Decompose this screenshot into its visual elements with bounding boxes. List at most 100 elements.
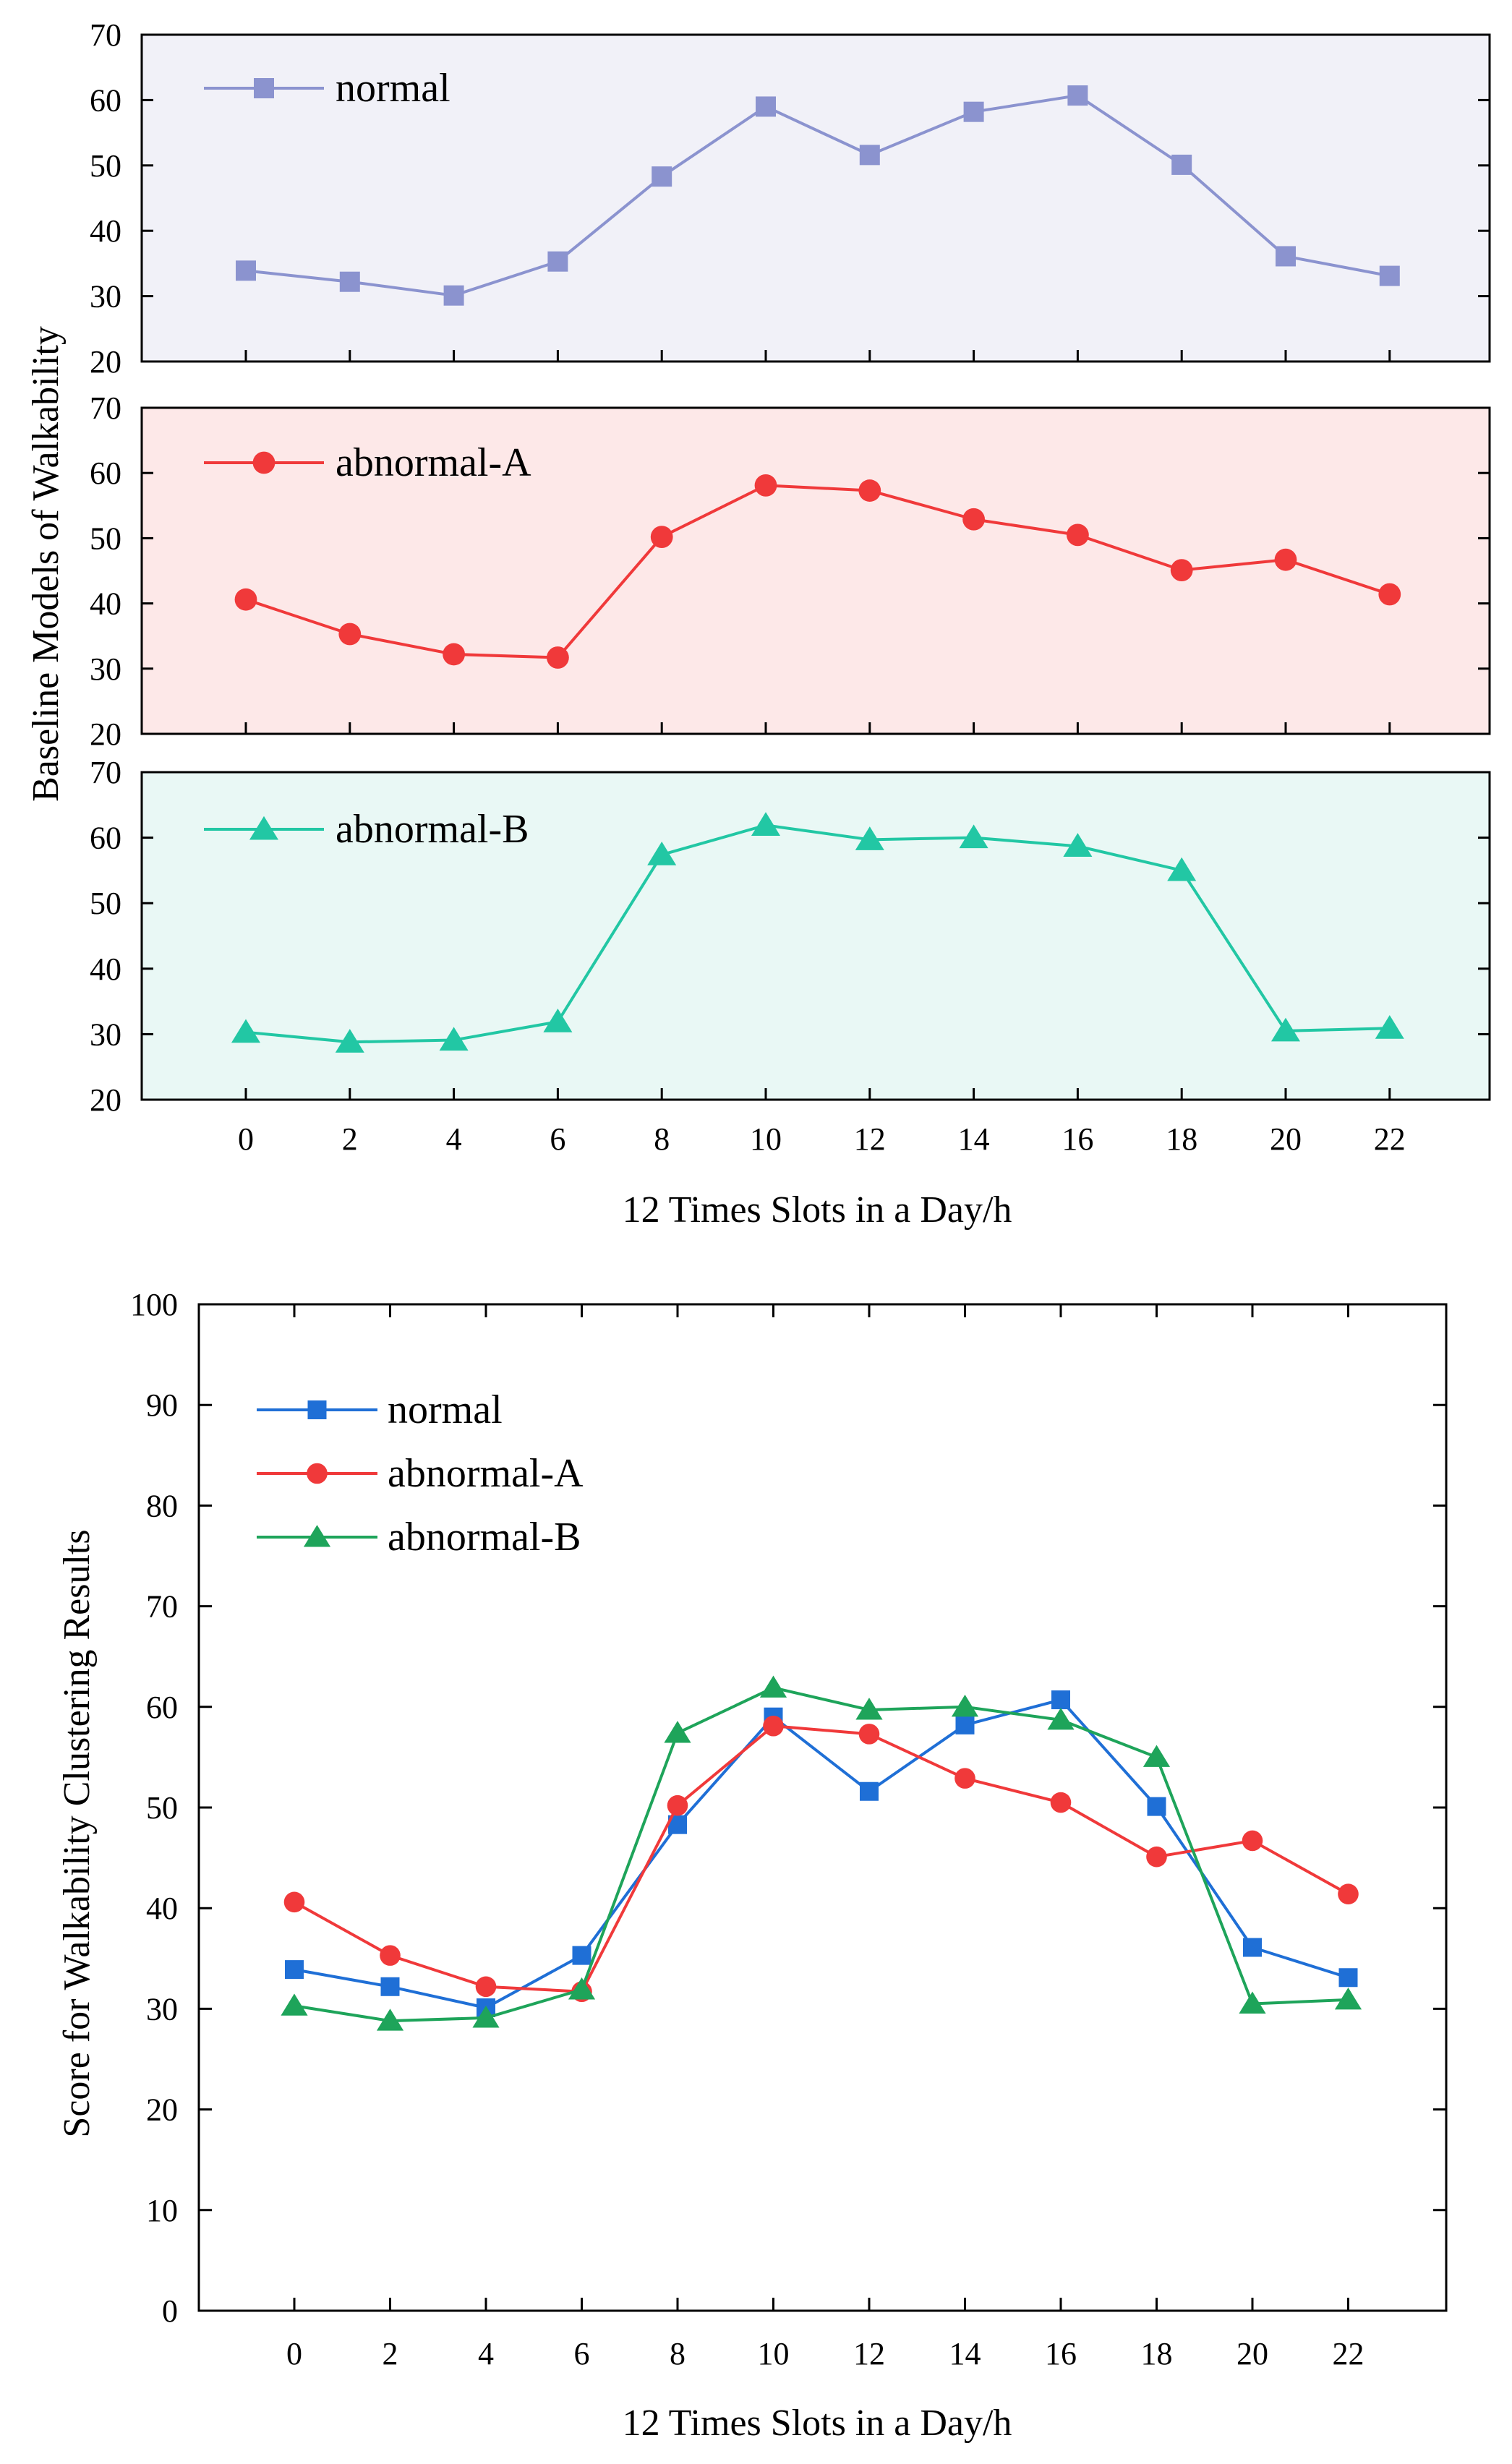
data-point-normal (963, 101, 984, 122)
data-point-abnormal-A (547, 646, 569, 669)
y-tick-label: 50 (90, 521, 121, 556)
y-tick-label: 30 (90, 1017, 121, 1052)
plot-area-3 (140, 771, 1491, 1101)
data-point-abnormal-A (1242, 1830, 1263, 1852)
legend-marker-abnormal-A (252, 451, 276, 474)
data-point-abnormal-A (443, 643, 465, 666)
data-point-normal (1338, 1968, 1358, 1988)
y-tick-label: 20 (146, 2092, 178, 2128)
y-tick-label: 50 (90, 148, 121, 184)
data-point-abnormal-B (855, 1698, 883, 1720)
legend-label-abnormal-B: abnormal-B (336, 807, 529, 852)
data-point-abnormal-B (1375, 1015, 1404, 1039)
data-point-abnormal-B (751, 812, 781, 836)
data-point-normal (1147, 1797, 1166, 1816)
data-point-abnormal-B (647, 841, 677, 865)
legend-marker-abnormal-A (307, 1463, 328, 1484)
data-point-normal (1243, 1938, 1262, 1957)
y-tick-label: 80 (146, 1488, 178, 1523)
data-point-abnormal-A (763, 1715, 784, 1737)
data-point-abnormal-B (439, 1027, 469, 1051)
data-point-abnormal-B (335, 1029, 364, 1053)
data-point-abnormal-B (1334, 1987, 1362, 2010)
x-tick-label: 8 (670, 2336, 685, 2371)
chart-root: 203040506070normal203040506070abnormal-A… (90, 17, 1491, 2371)
x-tick-label: 8 (654, 1121, 670, 1157)
x-tick-label: 10 (758, 2336, 790, 2371)
x-tick-label: 14 (958, 1121, 990, 1157)
y-tick-label: 30 (146, 1991, 178, 2027)
y-tick-label: 30 (90, 651, 121, 687)
data-point-normal (652, 166, 672, 187)
y-tick-label: 100 (130, 1287, 178, 1322)
y-tick-label: 90 (146, 1387, 178, 1423)
x-tick-label: 18 (1141, 2336, 1173, 2371)
data-point-abnormal-A (1067, 523, 1089, 547)
data-point-abnormal-A (1050, 1792, 1072, 1813)
data-point-abnormal-A (650, 526, 673, 548)
x-tick-label: 18 (1166, 1121, 1197, 1157)
x-tick-label: 22 (1374, 1121, 1406, 1157)
data-point-abnormal-B (855, 826, 884, 850)
legend-label-normal: normal (388, 1387, 503, 1432)
x-tick-label: 14 (949, 2336, 981, 2371)
y-tick-label: 70 (90, 17, 121, 53)
y-tick-label: 60 (90, 82, 121, 118)
legend-label-abnormal-B: abnormal-B (388, 1515, 581, 1560)
data-point-normal (1276, 246, 1296, 267)
x-tick-label: 2 (342, 1121, 358, 1157)
legend-label-abnormal-A: abnormal-A (388, 1451, 584, 1496)
x-tick-label: 16 (1045, 2336, 1077, 2371)
series-line-normal (245, 94, 1391, 297)
data-point-abnormal-B (281, 1993, 308, 2016)
y-tick-label: 60 (90, 821, 121, 856)
data-point-normal (572, 1946, 591, 1965)
y-tick-label: 40 (90, 213, 121, 249)
top-y-axis-title: Baseline Models of Walkability (25, 326, 67, 802)
data-point-normal (236, 260, 256, 281)
y-tick-label: 40 (90, 951, 121, 987)
legend-marker-normal (254, 78, 274, 98)
data-point-abnormal-A (754, 474, 777, 497)
data-point-normal (1067, 85, 1088, 106)
data-point-abnormal-B (568, 1977, 596, 2000)
y-tick-label: 50 (146, 1790, 178, 1826)
data-point-abnormal-A (1338, 1883, 1359, 1905)
data-point-abnormal-B (951, 1694, 979, 1717)
data-point-abnormal-B (1239, 1991, 1266, 2014)
data-point-normal (1379, 265, 1400, 286)
y-tick-label: 40 (90, 586, 121, 622)
x-tick-label: 4 (446, 1121, 462, 1157)
y-tick-label: 50 (90, 886, 121, 921)
bottom-y-axis-title: Score for Walkability Clustering Results (56, 1529, 98, 2137)
y-tick-label: 20 (90, 1082, 121, 1118)
y-tick-label: 60 (146, 1690, 178, 1725)
series-line-abnormal-B (245, 824, 1390, 1044)
plot-area-1 (140, 33, 1491, 363)
bottom-x-axis-title: 12 Times Slots in a Day/h (623, 2403, 1012, 2444)
chart-panel-1: 20 30 40 50 60 70 normal (90, 17, 1491, 380)
plot-area-4 (197, 1303, 1448, 2312)
series-line-abnormal-A (245, 484, 1391, 659)
series-line-normal (294, 1698, 1349, 2010)
x-tick-label: 6 (550, 1121, 565, 1157)
data-point-normal (1171, 154, 1192, 175)
x-tick-label: 4 (478, 2336, 494, 2371)
data-point-abnormal-A (380, 1945, 401, 1966)
data-point-abnormal-A (1274, 548, 1297, 571)
series-line-abnormal-A (294, 1724, 1349, 1993)
chart-panel-2: 20 30 40 50 60 70 abnormal-A (90, 390, 1491, 752)
data-point-normal (339, 271, 360, 292)
data-point-abnormal-A (962, 508, 985, 531)
data-point-abnormal-A (858, 479, 881, 502)
x-tick-label: 20 (1270, 1121, 1302, 1157)
data-point-abnormal-B (1270, 1017, 1301, 1042)
y-tick-label: 20 (90, 344, 121, 380)
top-x-axis-title: 12 Times Slots in a Day/h (623, 1189, 1012, 1231)
x-tick-label: 0 (238, 1121, 254, 1157)
data-point-abnormal-A (234, 588, 257, 611)
data-point-abnormal-B (1047, 1707, 1075, 1730)
y-tick-label: 70 (90, 390, 121, 426)
data-point-abnormal-A (1146, 1846, 1167, 1868)
